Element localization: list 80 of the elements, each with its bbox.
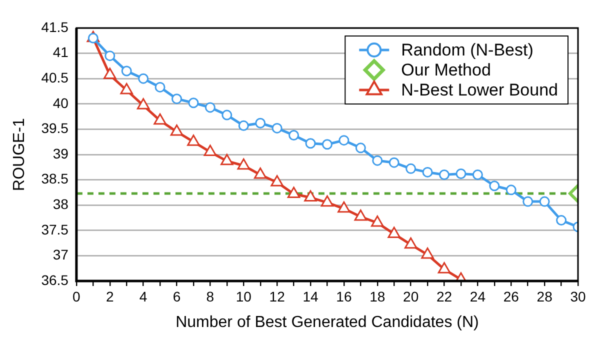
- x-tick-label: 2: [106, 288, 114, 304]
- point: [388, 157, 400, 168]
- x-tick-label: 30: [570, 288, 586, 304]
- point: [136, 98, 150, 110]
- legend-label: Our Method: [401, 60, 491, 80]
- point: [288, 130, 300, 141]
- point: [320, 195, 334, 207]
- point: [237, 158, 250, 170]
- y-tick-label: 39.5: [41, 120, 69, 136]
- point: [170, 124, 184, 136]
- y-tick-label: 38: [52, 196, 69, 212]
- point: [222, 110, 232, 120]
- point: [522, 196, 534, 207]
- point: [270, 175, 284, 186]
- x-tick-label: 12: [269, 288, 286, 304]
- point: [121, 66, 132, 76]
- point: [354, 209, 368, 221]
- point: [456, 168, 466, 179]
- point: [372, 155, 383, 166]
- y-axis-title: ROUGE-1: [11, 118, 28, 191]
- x-tick-label: 14: [302, 288, 319, 304]
- point: [88, 32, 98, 44]
- point: [255, 118, 266, 128]
- point: [421, 247, 434, 259]
- x-tick-label: 24: [470, 288, 486, 304]
- y-tick-label: 38.5: [41, 170, 69, 187]
- y-tick-label: 36.5: [41, 272, 69, 288]
- point: [187, 134, 200, 146]
- point: [204, 144, 217, 156]
- point: [154, 113, 166, 125]
- point: [539, 196, 550, 207]
- x-tick-label: 6: [172, 288, 181, 304]
- y-tick-label: 41: [52, 44, 69, 60]
- point: [322, 139, 332, 150]
- point: [506, 184, 516, 196]
- legend-label: N-Best Lower Bound: [401, 80, 558, 100]
- x-tick-label: 22: [436, 288, 452, 304]
- point: [406, 163, 416, 174]
- point: [556, 215, 567, 226]
- point: [220, 154, 234, 166]
- x-tick-label: 8: [206, 288, 214, 304]
- y-tick-label: 37.5: [41, 221, 69, 238]
- point: [154, 82, 166, 92]
- point: [472, 169, 483, 180]
- point: [355, 142, 366, 154]
- point: [188, 98, 199, 108]
- x-tick-label: 16: [336, 288, 352, 304]
- y-tick-label: 39: [52, 145, 69, 162]
- point: [404, 237, 418, 249]
- point: [272, 122, 282, 134]
- y-tick-label: 40: [52, 94, 69, 111]
- point: [138, 73, 149, 84]
- point: [204, 102, 216, 113]
- x-tick-label: 0: [72, 288, 81, 304]
- point: [338, 201, 350, 213]
- point: [287, 186, 300, 198]
- point: [305, 138, 316, 149]
- point: [438, 262, 451, 274]
- x-tick-label: 4: [139, 288, 148, 304]
- x-tick-label: 18: [370, 288, 386, 304]
- point: [422, 166, 433, 178]
- point: [238, 120, 249, 131]
- point: [439, 169, 450, 180]
- x-tick-label: 28: [536, 288, 553, 304]
- x-tick-label: 10: [236, 288, 252, 304]
- legend-label: Random (N-Best): [401, 40, 534, 60]
- x-axis-title: Number of Best Generated Candidates (N): [176, 314, 479, 331]
- x-tick-label: 26: [503, 288, 520, 304]
- point: [104, 50, 116, 62]
- x-tick-label: 20: [403, 288, 419, 304]
- point: [371, 216, 384, 227]
- point: [304, 190, 317, 202]
- point: [489, 180, 500, 192]
- point: [254, 167, 267, 179]
- y-tick-label: 40.5: [41, 69, 69, 86]
- point: [172, 94, 182, 104]
- point: [388, 226, 400, 238]
- y-tick-label: 41.5: [41, 18, 69, 35]
- point: [338, 135, 350, 146]
- y-tick-label: 37: [52, 246, 69, 263]
